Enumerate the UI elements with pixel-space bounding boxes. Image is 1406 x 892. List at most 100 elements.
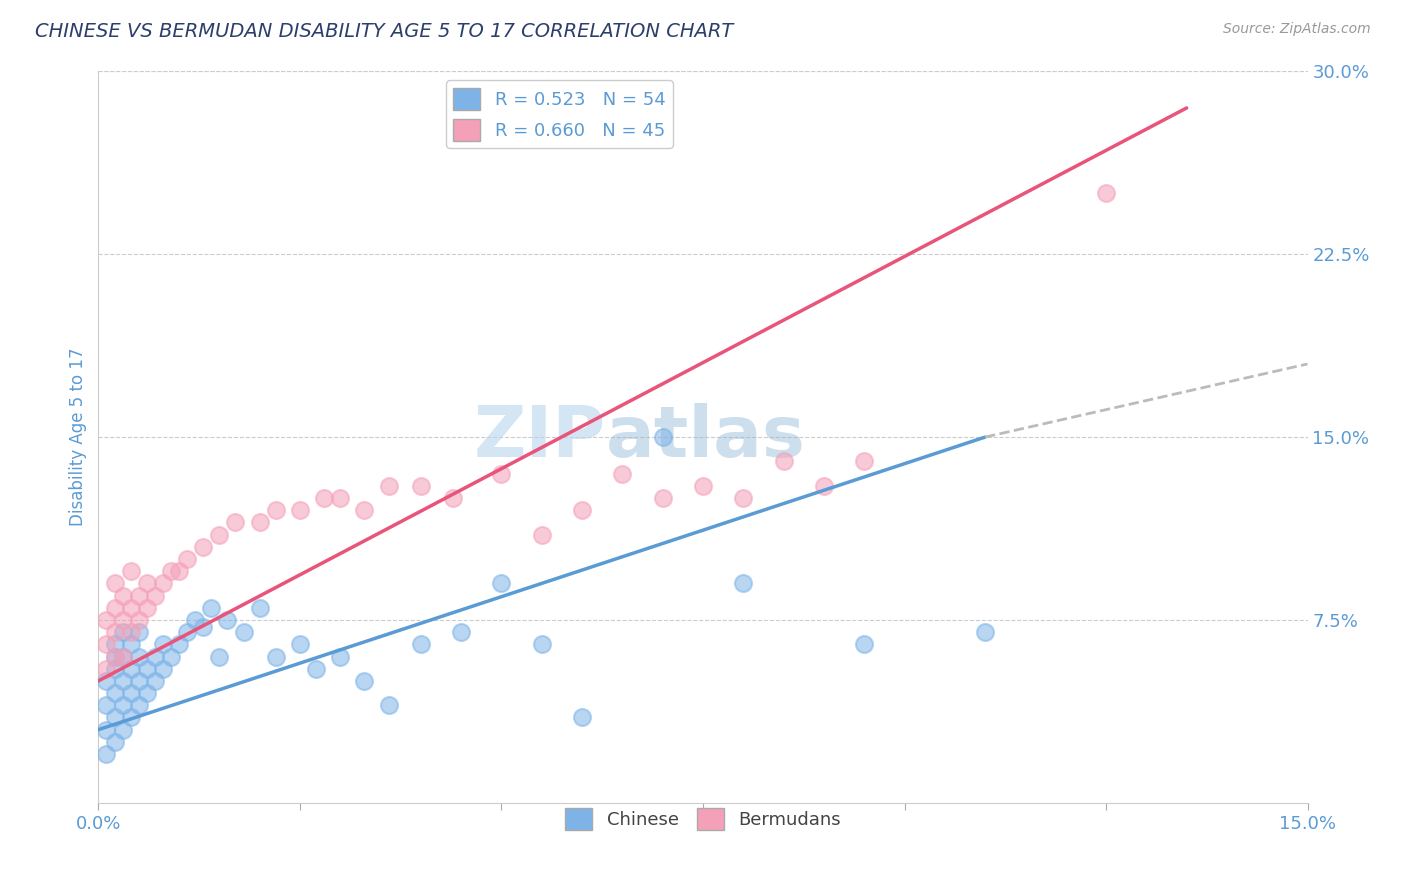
Point xyxy=(329,649,352,664)
Point xyxy=(305,662,328,676)
Point xyxy=(111,625,134,640)
Point xyxy=(111,673,134,688)
Point xyxy=(200,600,222,615)
Point xyxy=(409,637,432,651)
Point xyxy=(111,613,134,627)
Point xyxy=(103,686,125,700)
Point xyxy=(128,649,150,664)
Point xyxy=(111,723,134,737)
Point xyxy=(111,698,134,713)
Point xyxy=(530,527,553,541)
Point xyxy=(111,649,134,664)
Legend: Chinese, Bermudans: Chinese, Bermudans xyxy=(558,801,848,838)
Point xyxy=(772,454,794,468)
Point xyxy=(152,637,174,651)
Point xyxy=(143,673,166,688)
Point xyxy=(120,637,142,651)
Point xyxy=(692,479,714,493)
Point xyxy=(208,527,231,541)
Point xyxy=(491,576,513,591)
Point xyxy=(176,552,198,566)
Point xyxy=(288,637,311,651)
Text: ZIP: ZIP xyxy=(474,402,606,472)
Point xyxy=(128,673,150,688)
Point xyxy=(96,698,118,713)
Point xyxy=(329,491,352,505)
Point xyxy=(96,613,118,627)
Point xyxy=(96,723,118,737)
Point xyxy=(441,491,464,505)
Point xyxy=(120,600,142,615)
Point xyxy=(184,613,207,627)
Point xyxy=(1095,186,1118,201)
Point xyxy=(103,637,125,651)
Point xyxy=(120,686,142,700)
Point xyxy=(152,662,174,676)
Point xyxy=(128,589,150,603)
Point xyxy=(103,662,125,676)
Point xyxy=(128,613,150,627)
Point xyxy=(96,662,118,676)
Point xyxy=(152,576,174,591)
Point xyxy=(103,600,125,615)
Text: Source: ZipAtlas.com: Source: ZipAtlas.com xyxy=(1223,22,1371,37)
Point xyxy=(974,625,997,640)
Point xyxy=(96,673,118,688)
Point xyxy=(353,503,375,517)
Point xyxy=(264,503,287,517)
Point xyxy=(249,516,271,530)
Point xyxy=(103,576,125,591)
Point xyxy=(530,637,553,651)
Point xyxy=(232,625,254,640)
Point xyxy=(288,503,311,517)
Point xyxy=(103,735,125,749)
Point xyxy=(733,576,755,591)
Point xyxy=(135,662,157,676)
Point xyxy=(208,649,231,664)
Point xyxy=(193,620,215,634)
Point xyxy=(571,503,593,517)
Point xyxy=(128,625,150,640)
Point xyxy=(314,491,336,505)
Point xyxy=(853,637,876,651)
Point xyxy=(103,625,125,640)
Point xyxy=(651,430,673,444)
Point xyxy=(167,564,190,578)
Point xyxy=(217,613,239,627)
Point xyxy=(120,710,142,724)
Point xyxy=(813,479,835,493)
Point xyxy=(167,637,190,651)
Point xyxy=(135,600,157,615)
Point xyxy=(612,467,634,481)
Point xyxy=(103,649,125,664)
Point xyxy=(135,686,157,700)
Point xyxy=(224,516,246,530)
Text: atlas: atlas xyxy=(606,402,806,472)
Point xyxy=(450,625,472,640)
Point xyxy=(377,698,399,713)
Point xyxy=(853,454,876,468)
Point xyxy=(103,649,125,664)
Point xyxy=(96,637,118,651)
Point xyxy=(409,479,432,493)
Point xyxy=(143,649,166,664)
Point xyxy=(160,564,183,578)
Point xyxy=(193,540,215,554)
Point xyxy=(176,625,198,640)
Point xyxy=(135,576,157,591)
Point xyxy=(571,710,593,724)
Y-axis label: Disability Age 5 to 17: Disability Age 5 to 17 xyxy=(69,348,87,526)
Point xyxy=(651,491,673,505)
Point xyxy=(491,467,513,481)
Point xyxy=(377,479,399,493)
Point xyxy=(249,600,271,615)
Point xyxy=(96,747,118,761)
Point xyxy=(111,649,134,664)
Point xyxy=(353,673,375,688)
Point xyxy=(160,649,183,664)
Point xyxy=(120,564,142,578)
Text: CHINESE VS BERMUDAN DISABILITY AGE 5 TO 17 CORRELATION CHART: CHINESE VS BERMUDAN DISABILITY AGE 5 TO … xyxy=(35,22,734,41)
Point xyxy=(733,491,755,505)
Point xyxy=(143,589,166,603)
Point xyxy=(128,698,150,713)
